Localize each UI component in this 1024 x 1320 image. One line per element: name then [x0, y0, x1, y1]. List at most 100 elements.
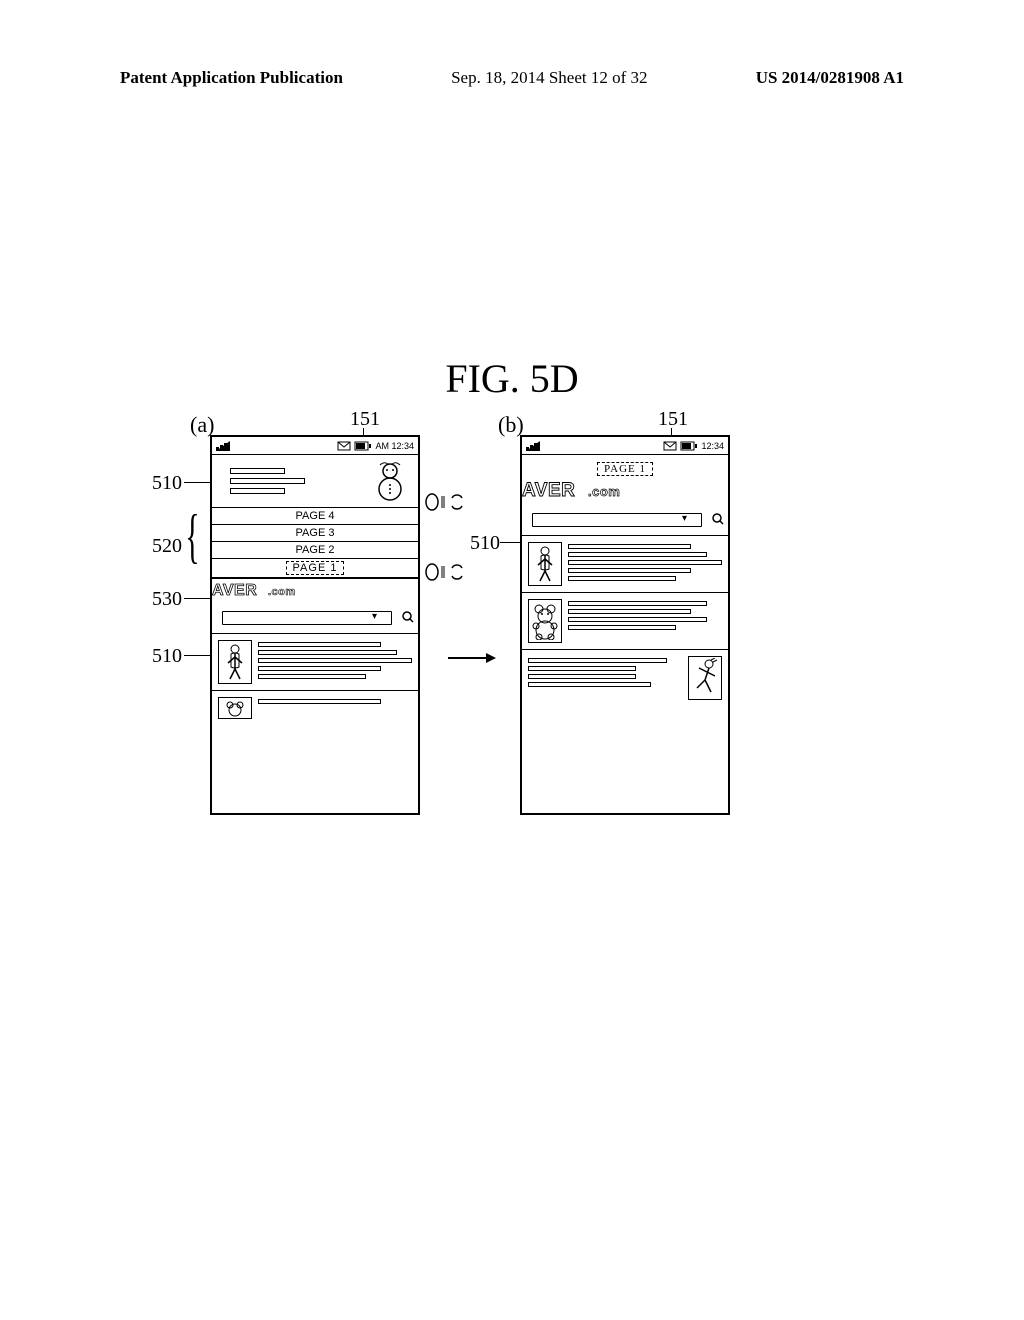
content-bar — [230, 468, 285, 474]
text-line — [568, 568, 691, 573]
text-line — [258, 699, 381, 704]
gesture-icon — [424, 562, 464, 582]
battery-icon — [354, 441, 372, 451]
signal-icon — [526, 441, 540, 451]
snowman-bars — [218, 468, 305, 494]
text-line — [568, 625, 676, 630]
signal-icon — [216, 441, 230, 451]
svg-text:AVER: AVER — [212, 582, 257, 599]
lead-510-b — [500, 542, 522, 543]
svg-text:.com: .com — [268, 586, 296, 598]
status-right: 12:34 — [663, 441, 724, 451]
lead-510-1 — [184, 482, 212, 483]
page-1-box-b: PAGE 1 — [597, 462, 653, 476]
text-line — [568, 552, 707, 557]
text-line — [528, 674, 636, 679]
transition-arrow — [446, 650, 496, 666]
text-line — [568, 609, 691, 614]
tab-page-3[interactable]: PAGE 3 — [212, 524, 418, 541]
tab-page-4[interactable]: PAGE 4 — [212, 508, 418, 524]
search-input[interactable] — [222, 611, 392, 625]
aver-logo-a: AVER .com — [212, 579, 418, 603]
text-line — [528, 658, 667, 663]
mail-icon — [337, 441, 351, 451]
figure-title: FIG. 5D — [445, 355, 578, 402]
aver-logo-b: AVER .com — [522, 477, 728, 505]
text-line — [258, 658, 412, 663]
header-mid: Sep. 18, 2014 Sheet 12 of 32 — [451, 68, 647, 88]
article-lines — [258, 640, 412, 684]
article-row-1-b — [522, 536, 728, 593]
text-line — [258, 674, 366, 679]
header-left: Patent Application Publication — [120, 68, 343, 88]
text-line — [568, 601, 707, 606]
person-thumb — [528, 542, 562, 586]
search-section-b — [522, 505, 728, 536]
status-left — [526, 441, 540, 451]
tab-page-2[interactable]: PAGE 2 — [212, 541, 418, 558]
content-bar — [230, 478, 305, 484]
ref-510-1: 510 — [152, 472, 182, 495]
gesture-icon — [424, 492, 464, 512]
aver-logo-svg: AVER .com — [212, 581, 322, 599]
phone-a: AM 12:34 PAGE 4 PAGE 3 PAGE 2 PAGE 1 — [210, 435, 420, 815]
snowman-icon — [374, 461, 406, 501]
ref-510-b: 510 — [470, 532, 500, 555]
top-section-a — [212, 455, 418, 508]
mail-icon — [663, 441, 677, 451]
ref-151-b: 151 — [658, 408, 688, 431]
ref-520: 520 — [152, 535, 182, 558]
text-line — [528, 666, 636, 671]
svg-text:AVER: AVER — [522, 480, 575, 501]
person-thumb — [218, 640, 252, 684]
status-right: AM 12:34 — [337, 441, 414, 451]
bear-thumb-partial — [218, 697, 252, 719]
article-lines — [568, 599, 722, 643]
article-lines — [528, 656, 682, 700]
svg-text:.com: .com — [588, 484, 620, 499]
text-line — [258, 642, 381, 647]
lead-530 — [184, 598, 212, 599]
search-icon[interactable] — [712, 513, 724, 525]
status-left — [216, 441, 230, 451]
ref-530: 530 — [152, 588, 182, 611]
article-lines — [258, 697, 412, 719]
aver-logo-svg: AVER .com — [522, 479, 652, 501]
text-line — [258, 650, 397, 655]
phone-b: 12:34 PAGE 1 AVER .com — [520, 435, 730, 815]
article-row-2-a — [212, 691, 418, 725]
search-icon[interactable] — [402, 611, 414, 623]
text-line — [258, 666, 381, 671]
text-line — [568, 544, 691, 549]
running-thumb — [688, 656, 722, 700]
text-line — [528, 682, 651, 687]
brace-520: { — [185, 502, 199, 571]
content-bar — [230, 488, 285, 494]
page-tabs: PAGE 4 PAGE 3 PAGE 2 PAGE 1 — [212, 508, 418, 579]
article-row-2-b — [522, 593, 728, 650]
page-header: Patent Application Publication Sep. 18, … — [0, 68, 1024, 88]
text-line — [568, 576, 676, 581]
status-time-a: AM 12:34 — [375, 441, 414, 451]
page-1-header: PAGE 1 — [522, 455, 728, 477]
search-input[interactable] — [532, 513, 702, 527]
page-1-box: PAGE 1 — [286, 561, 345, 575]
search-section-a — [212, 603, 418, 634]
gesture-marks-lower — [424, 562, 464, 582]
ref-151-a: 151 — [350, 408, 380, 431]
status-bar-a: AM 12:34 — [212, 437, 418, 455]
ref-510-2: 510 — [152, 645, 182, 668]
article-row-3-b — [522, 650, 728, 706]
tab-page-1-row[interactable]: PAGE 1 — [212, 558, 418, 578]
status-bar-b: 12:34 — [522, 437, 728, 455]
battery-icon — [680, 441, 698, 451]
header-right: US 2014/0281908 A1 — [756, 68, 904, 88]
arrow-icon — [446, 650, 496, 666]
article-lines — [568, 542, 722, 586]
article-row-1-a — [212, 634, 418, 691]
text-line — [568, 560, 722, 565]
gesture-marks-upper — [424, 492, 464, 512]
lead-510-2 — [184, 655, 212, 656]
text-line — [568, 617, 707, 622]
bear-thumb — [528, 599, 562, 643]
